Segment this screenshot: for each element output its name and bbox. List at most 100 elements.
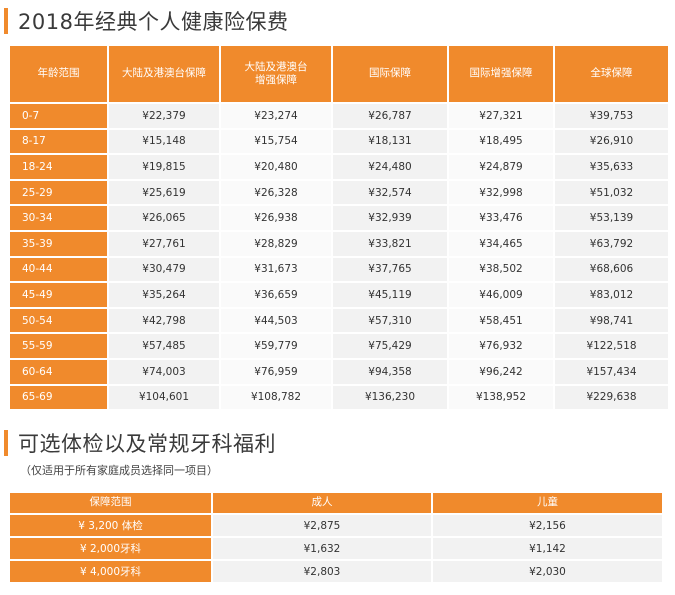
table-row: 45-49 ¥35,264 ¥36,659 ¥45,119 ¥46,009 ¥83,012 xyxy=(10,283,668,307)
benefit-price-cell: ¥1,142 xyxy=(433,538,662,559)
premium-cell: ¥51,032 xyxy=(555,180,668,205)
premium-cell: ¥96,242 xyxy=(449,359,553,384)
premium-cell: ¥19,815 xyxy=(109,155,219,179)
premium-cell: ¥20,480 xyxy=(221,155,331,179)
benefit-price-cell: ¥2,030 xyxy=(433,561,662,582)
benefit-price-cell: ¥2,803 xyxy=(213,561,431,582)
premium-cell: ¥33,821 xyxy=(333,231,447,256)
premium-cell: ¥32,574 xyxy=(333,180,447,205)
premium-cell: ¥22,379 xyxy=(109,104,219,128)
table-row: 65-69 ¥104,601 ¥108,782 ¥136,230 ¥138,952 ¥22… xyxy=(10,385,668,410)
premium-cell: ¥53,139 xyxy=(555,206,668,230)
benefits-table: 保障范围 成人 儿童 ¥ 3,200 体检 ¥2,875 ¥2,156 ¥ 2,000… xyxy=(8,491,664,584)
age-range-cell: 30-34 xyxy=(10,206,107,230)
premium-cell: ¥31,673 xyxy=(221,257,331,282)
premium-cell: ¥35,633 xyxy=(555,155,668,179)
title-accent-bar xyxy=(4,8,8,34)
coverage-label-cell: ¥ 4,000牙科 xyxy=(10,561,211,582)
table-row: 30-34 ¥26,065 ¥26,938 ¥32,939 ¥33,476 ¥53,139 xyxy=(10,206,668,230)
premium-cell: ¥26,787 xyxy=(333,104,447,128)
header-age-range: 年龄范围 xyxy=(10,46,107,102)
header-global: 全球保障 xyxy=(555,46,668,102)
premium-cell: ¥25,619 xyxy=(109,180,219,205)
premium-cell: ¥28,829 xyxy=(221,231,331,256)
premium-cell: ¥34,465 xyxy=(449,231,553,256)
benefit-price-cell: ¥2,875 xyxy=(213,515,431,536)
premium-cell: ¥24,480 xyxy=(333,155,447,179)
benefits-section-title: 可选体检以及常规牙科福利 xyxy=(4,428,276,458)
premium-cell: ¥76,959 xyxy=(221,359,331,384)
premium-cell: ¥58,451 xyxy=(449,308,553,333)
title-accent-bar xyxy=(4,430,8,456)
premium-cell: ¥30,479 xyxy=(109,257,219,282)
premium-cell: ¥32,939 xyxy=(333,206,447,230)
premium-cell: ¥42,798 xyxy=(109,308,219,333)
premium-cell: ¥32,998 xyxy=(449,180,553,205)
premium-cell: ¥15,148 xyxy=(109,129,219,154)
age-range-cell: 40-44 xyxy=(10,257,107,282)
age-range-cell: 8-17 xyxy=(10,129,107,154)
premium-cell: ¥94,358 xyxy=(333,359,447,384)
premium-cell: ¥18,495 xyxy=(449,129,553,154)
premium-cell: ¥45,119 xyxy=(333,283,447,307)
age-range-cell: 25-29 xyxy=(10,180,107,205)
premium-cell: ¥108,782 xyxy=(221,385,331,410)
premium-cell: ¥229,638 xyxy=(555,385,668,410)
premium-cell: ¥36,659 xyxy=(221,283,331,307)
premium-cell: ¥26,065 xyxy=(109,206,219,230)
age-range-cell: 60-64 xyxy=(10,359,107,384)
premium-cell: ¥24,879 xyxy=(449,155,553,179)
table-row: 40-44 ¥30,479 ¥31,673 ¥37,765 ¥38,502 ¥68,606 xyxy=(10,257,668,282)
premium-cell: ¥27,761 xyxy=(109,231,219,256)
premium-cell: ¥122,518 xyxy=(555,334,668,358)
table-row: 35-39 ¥27,761 ¥28,829 ¥33,821 ¥34,465 ¥63,792 xyxy=(10,231,668,256)
header-mainland-hkmt: 大陆及港澳台保障 xyxy=(109,46,219,102)
age-range-cell: 0-7 xyxy=(10,104,107,128)
coverage-label-cell: ¥ 2,000牙科 xyxy=(10,538,211,559)
age-range-cell: 55-59 xyxy=(10,334,107,358)
table-row: ¥ 2,000牙科 ¥1,632 ¥1,142 xyxy=(10,538,662,559)
premium-table-body: 0-7 ¥22,379 ¥23,274 ¥26,787 ¥27,321 ¥39,753 8-… xyxy=(10,104,668,410)
premium-cell: ¥15,754 xyxy=(221,129,331,154)
premium-cell: ¥23,274 xyxy=(221,104,331,128)
premium-cell: ¥26,938 xyxy=(221,206,331,230)
benefits-table-body: ¥ 3,200 体检 ¥2,875 ¥2,156 ¥ 2,000牙科 ¥1,632 ¥1,… xyxy=(10,515,662,582)
premium-cell: ¥68,606 xyxy=(555,257,668,282)
benefit-price-cell: ¥1,632 xyxy=(213,538,431,559)
table-row: 0-7 ¥22,379 ¥23,274 ¥26,787 ¥27,321 ¥39,753 xyxy=(10,104,668,128)
header-adult: 成人 xyxy=(213,493,431,513)
benefits-table-header: 保障范围 成人 儿童 xyxy=(10,493,662,513)
table-row: 55-59 ¥57,485 ¥59,779 ¥75,429 ¥76,932 ¥122,51… xyxy=(10,334,668,358)
table-row: 60-64 ¥74,003 ¥76,959 ¥94,358 ¥96,242 ¥157,43… xyxy=(10,359,668,384)
premium-cell: ¥59,779 xyxy=(221,334,331,358)
table-row: 18-24 ¥19,815 ¥20,480 ¥24,480 ¥24,879 ¥35,633 xyxy=(10,155,668,179)
premium-cell: ¥37,765 xyxy=(333,257,447,282)
premium-cell: ¥63,792 xyxy=(555,231,668,256)
premium-cell: ¥83,012 xyxy=(555,283,668,307)
table-row: 50-54 ¥42,798 ¥44,503 ¥57,310 ¥58,451 ¥98,741 xyxy=(10,308,668,333)
benefits-note: （仅适用于所有家庭成员选择同一项目） xyxy=(20,464,218,477)
age-range-cell: 35-39 xyxy=(10,231,107,256)
premium-cell: ¥57,310 xyxy=(333,308,447,333)
header-coverage-range: 保障范围 xyxy=(10,493,211,513)
premium-cell: ¥35,264 xyxy=(109,283,219,307)
premium-cell: ¥18,131 xyxy=(333,129,447,154)
age-range-cell: 50-54 xyxy=(10,308,107,333)
benefit-price-cell: ¥2,156 xyxy=(433,515,662,536)
premium-cell: ¥104,601 xyxy=(109,385,219,410)
header-international: 国际保障 xyxy=(333,46,447,102)
premium-cell: ¥27,321 xyxy=(449,104,553,128)
premium-cell: ¥75,429 xyxy=(333,334,447,358)
premium-cell: ¥26,328 xyxy=(221,180,331,205)
header-international-enhanced: 国际增强保障 xyxy=(449,46,553,102)
age-range-cell: 65-69 xyxy=(10,385,107,410)
header-child: 儿童 xyxy=(433,493,662,513)
premium-cell: ¥76,932 xyxy=(449,334,553,358)
premium-cell: ¥39,753 xyxy=(555,104,668,128)
table-row: ¥ 4,000牙科 ¥2,803 ¥2,030 xyxy=(10,561,662,582)
premium-cell: ¥46,009 xyxy=(449,283,553,307)
premium-cell: ¥33,476 xyxy=(449,206,553,230)
age-range-cell: 45-49 xyxy=(10,283,107,307)
header-mainland-hkmt-enhanced: 大陆及港澳台 增强保障 xyxy=(221,46,331,102)
coverage-label-cell: ¥ 3,200 体检 xyxy=(10,515,211,536)
